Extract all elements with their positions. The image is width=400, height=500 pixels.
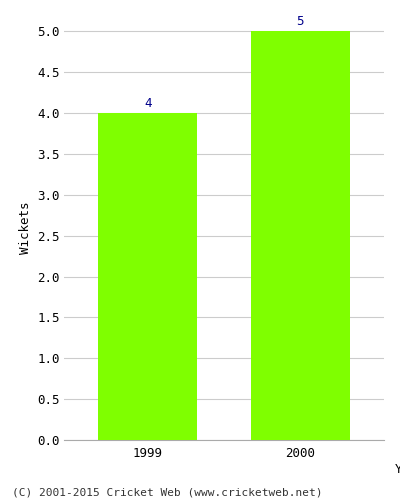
Y-axis label: Wickets: Wickets	[19, 201, 32, 254]
Bar	[251, 32, 350, 440]
Text: 4: 4	[144, 97, 152, 110]
X-axis label: Year: Year	[394, 464, 400, 476]
Bar	[98, 113, 197, 440]
Text: (C) 2001-2015 Cricket Web (www.cricketweb.net): (C) 2001-2015 Cricket Web (www.cricketwe…	[12, 488, 322, 498]
Text: 5: 5	[296, 15, 304, 28]
